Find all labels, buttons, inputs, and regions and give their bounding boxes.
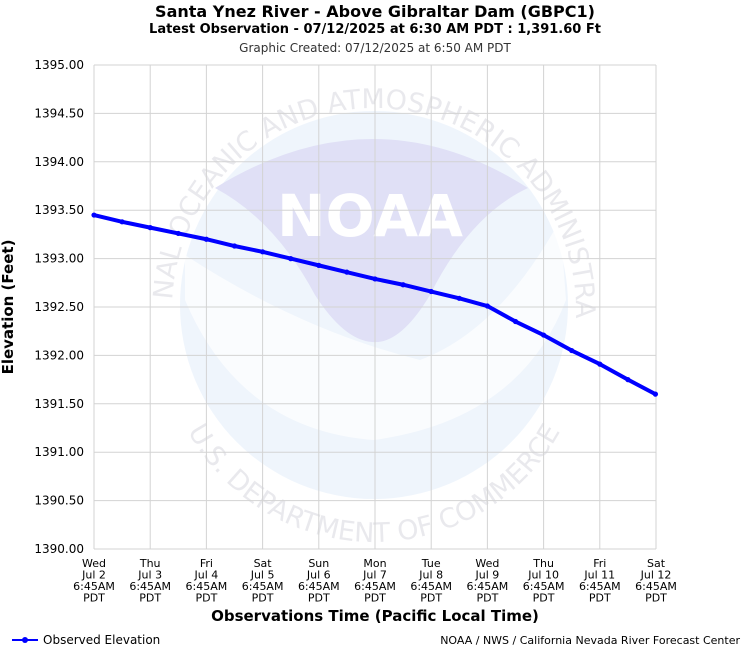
chart-grid <box>93 64 657 550</box>
x-tick-label: Tue Jul 8 6:45AM PDT <box>410 557 452 605</box>
observed-elevation-point <box>372 276 378 282</box>
x-tick-label: Mon Jul 7 6:45AM PDT <box>354 557 396 605</box>
observed-elevation-point <box>569 347 575 354</box>
chart-legend: Observed Elevation <box>12 633 160 647</box>
observed-elevation-point <box>484 303 490 309</box>
y-tick-label: 1394.50 <box>34 106 84 120</box>
source-credit: NOAA / NWS / California Nevada River For… <box>440 634 740 647</box>
x-tick-label: Thu Jul 3 6:45AM PDT <box>129 557 171 605</box>
observed-elevation-point <box>652 391 659 397</box>
chart-title: Santa Ynez River - Above Gibraltar Dam (… <box>155 2 595 21</box>
x-tick-label: Sun Jul 6 6:45AM PDT <box>298 557 340 605</box>
observed-elevation-point <box>625 377 631 383</box>
observed-elevation-point <box>231 243 238 249</box>
x-tick-label: Wed Jul 9 6:45AM PDT <box>467 557 509 605</box>
x-tick-label: Fri Jul 11 6:45AM PDT <box>579 557 621 605</box>
y-tick-label: 1391.50 <box>34 397 84 411</box>
observed-elevation-point <box>91 212 97 218</box>
observed-elevation-point <box>203 236 209 242</box>
y-tick-label: 1390.50 <box>34 494 84 508</box>
observed-elevation-point <box>541 332 547 338</box>
observed-elevation-point <box>344 269 350 275</box>
y-tick-label: 1392.50 <box>34 300 84 314</box>
y-tick-label: 1394.00 <box>34 155 84 169</box>
y-tick-label: 1391.00 <box>34 445 84 459</box>
observed-elevation-point <box>147 225 153 231</box>
x-tick-label: Wed Jul 2 6:45AM PDT <box>73 557 115 605</box>
x-tick-label: Sat Jul 12 6:45AM PDT <box>635 557 677 605</box>
x-axis-ticks: Wed Jul 2 6:45AM PDT Thu Jul 3 6:45AM PDT Fri Jul… <box>73 557 677 605</box>
latest-observation-subtitle: Latest Observation - 07/12/2025 at 6:30 … <box>149 22 601 37</box>
y-tick-label: 1392.00 <box>34 348 84 362</box>
observed-elevation-point <box>316 262 322 268</box>
y-tick-label: 1395.00 <box>34 58 84 72</box>
observed-elevation-point <box>119 219 125 225</box>
observed-elevation-point <box>175 230 181 237</box>
legend-line-marker-icon <box>12 634 38 646</box>
noaa-watermark: NOAA NATIONAL OCEANIC AND ATMOSPHERIC AD… <box>0 0 600 549</box>
y-tick-label: 1393.00 <box>34 252 84 266</box>
observed-elevation-point <box>288 256 294 262</box>
observed-elevation-point <box>597 361 603 367</box>
observed-elevation-point <box>512 318 519 325</box>
observed-elevation-point <box>428 288 434 295</box>
legend-label: Observed Elevation <box>43 633 161 647</box>
x-axis-label: Observations Time (Pacific Local Time) <box>211 607 539 625</box>
x-tick-label: Thu Jul 10 6:45AM PDT <box>523 557 565 605</box>
observed-elevation-point <box>456 295 462 301</box>
observed-elevation-series <box>91 212 659 397</box>
noaa-logo-text: NOAA <box>277 182 463 250</box>
observed-elevation-point <box>260 249 266 255</box>
x-tick-label: Fri Jul 4 6:45AM PDT <box>186 557 228 605</box>
x-tick-label: Sat Jul 5 6:45AM PDT <box>242 557 284 605</box>
graphic-created-note: Graphic Created: 07/12/2025 at 6:50 AM P… <box>239 41 511 55</box>
y-axis-label: Elevation (Feet) <box>0 240 17 375</box>
y-axis-ticks: 1395.00 1394.50 1394.00 1393.50 1393.00 1392.… <box>34 58 84 556</box>
observed-elevation-point <box>400 282 406 288</box>
y-tick-label: 1390.00 <box>34 542 84 556</box>
y-tick-label: 1393.50 <box>34 203 84 217</box>
